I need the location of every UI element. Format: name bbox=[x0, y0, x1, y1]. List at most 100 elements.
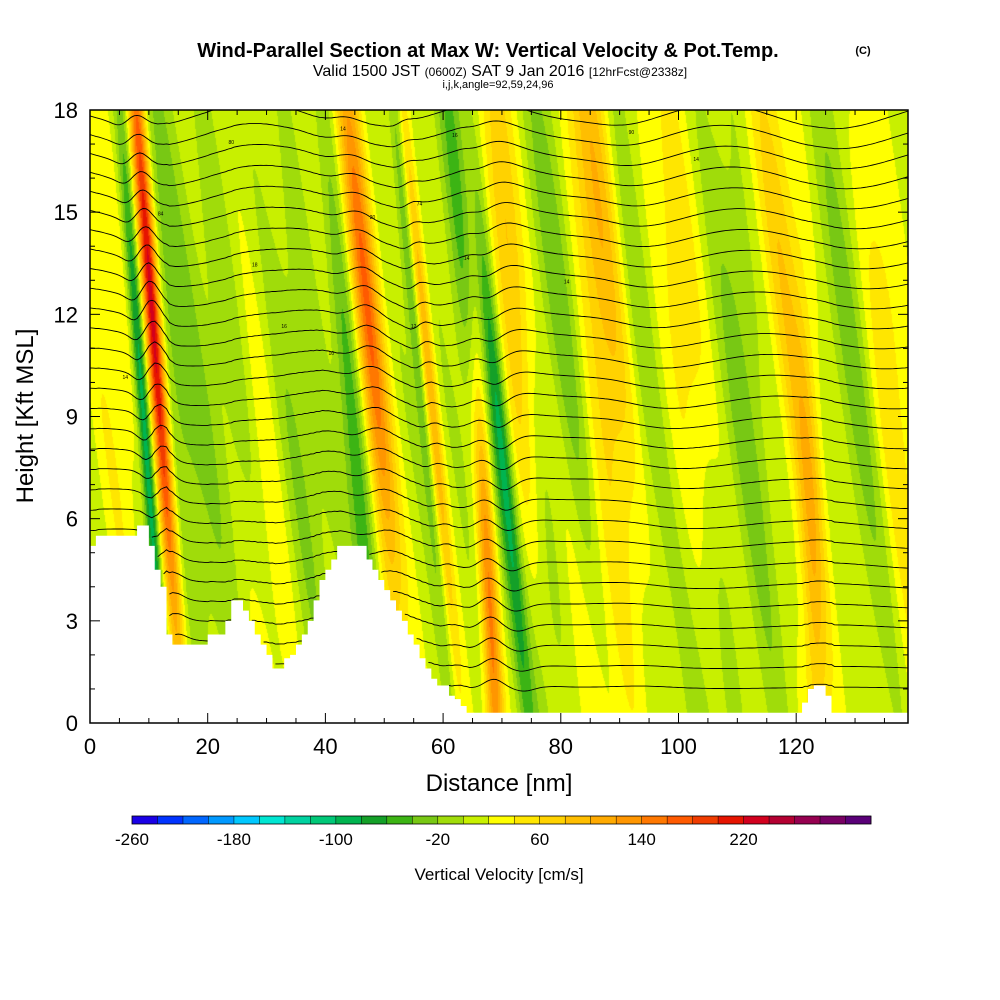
contour-label: 74 bbox=[417, 201, 423, 207]
colorbar-swatch bbox=[514, 816, 541, 824]
colorbar-swatch bbox=[718, 816, 744, 824]
isentrope-line bbox=[90, 181, 908, 210]
colorbar-swatch bbox=[386, 816, 413, 824]
colorbar-tick-label: -180 bbox=[217, 830, 251, 849]
x-tick-label: 100 bbox=[660, 734, 697, 759]
contour-labels: 80 14 16 90 14 84 74 20 18 14 14 16 12 10 14 bbox=[123, 126, 700, 381]
isentrope-line bbox=[90, 262, 908, 290]
contour-label: 14 bbox=[693, 157, 699, 163]
isentrope-line bbox=[90, 120, 908, 150]
isentrope-line bbox=[90, 362, 908, 390]
colorbar-swatch bbox=[310, 816, 337, 824]
colorbar-swatch bbox=[182, 816, 209, 824]
y-tick-label: 6 bbox=[66, 507, 78, 532]
x-axis-label: Distance [nm] bbox=[426, 770, 573, 797]
colorbar-tick-label: 60 bbox=[530, 830, 549, 849]
contour-label: 16 bbox=[452, 133, 458, 139]
axis-ticks: 0 20 40 60 80 100 120 0 3 6 9 12 15 18 bbox=[54, 98, 908, 759]
colorbar-swatch bbox=[692, 816, 719, 824]
colorbar-swatch bbox=[743, 816, 770, 824]
isentrope-line bbox=[90, 403, 908, 430]
subtitle-date: SAT 9 Jan 2016 bbox=[471, 63, 584, 80]
colorbar-tick-label: -20 bbox=[426, 830, 451, 849]
isentrope-line bbox=[169, 591, 908, 612]
y-tick-label: 3 bbox=[66, 609, 78, 634]
colorbar-swatch bbox=[233, 816, 260, 824]
isentrope-line bbox=[90, 506, 908, 531]
isentrope-line bbox=[169, 613, 908, 632]
subtitle-utc: (0600Z) bbox=[425, 65, 467, 79]
isentrope-line bbox=[90, 383, 908, 410]
colorbar-tick-label: -260 bbox=[115, 830, 149, 849]
colorbar-swatch bbox=[590, 816, 617, 824]
x-tick-label: 0 bbox=[84, 734, 96, 759]
y-tick-label: 15 bbox=[54, 200, 78, 225]
colorbar-swatch bbox=[820, 816, 846, 824]
isentrope-line bbox=[90, 445, 908, 471]
colorbar-swatch bbox=[284, 816, 311, 824]
y-axis-label: Height [Kft MSL] bbox=[12, 329, 39, 504]
x-tick-label: 20 bbox=[195, 734, 219, 759]
contour-label: 14 bbox=[564, 280, 570, 286]
colorbar-swatch bbox=[437, 816, 464, 824]
contour-label: 10 bbox=[328, 351, 334, 357]
colorbar-tick-label: 220 bbox=[729, 830, 757, 849]
contour-label: 14 bbox=[340, 126, 346, 132]
colorbar-swatch bbox=[463, 816, 490, 824]
chart-subtitle-indices: i,j,k,angle=92,59,24,96 bbox=[442, 79, 553, 91]
isentrope-line bbox=[90, 161, 908, 190]
colorbar-swatch bbox=[794, 816, 821, 824]
y-tick-label: 18 bbox=[54, 98, 78, 123]
contour-label: 80 bbox=[228, 140, 234, 146]
y-tick-label: 0 bbox=[66, 711, 78, 736]
colorbar-swatch bbox=[488, 816, 515, 824]
isentrope-line bbox=[157, 549, 908, 572]
chart-title: Wind-Parallel Section at Max W: Vertical… bbox=[197, 40, 778, 62]
x-tick-label: 60 bbox=[431, 734, 455, 759]
colorbar-swatch bbox=[412, 816, 439, 824]
isentrope-line bbox=[90, 202, 908, 230]
isentrope-line bbox=[90, 466, 908, 491]
isentrope-line bbox=[163, 570, 908, 592]
x-tick-label: 80 bbox=[549, 734, 573, 759]
colorbar-swatch bbox=[259, 816, 286, 824]
colorbar-frame bbox=[131, 815, 872, 825]
colorbar-swatch bbox=[769, 816, 795, 824]
colorbar-swatch bbox=[335, 816, 362, 824]
contour-label: 16 bbox=[281, 324, 287, 330]
isentrope-line bbox=[90, 299, 908, 330]
colorbar-label: Vertical Velocity [cm/s] bbox=[414, 865, 583, 884]
contour-label: 18 bbox=[252, 263, 258, 269]
colorbar-swatch bbox=[616, 816, 642, 824]
contour-label: 14 bbox=[464, 256, 470, 262]
isentrope-line bbox=[90, 527, 908, 552]
copyright-mark: (C) bbox=[855, 45, 871, 57]
x-tick-label: 40 bbox=[313, 734, 337, 759]
isentrope-line bbox=[275, 658, 908, 672]
isentrope-line bbox=[90, 320, 908, 350]
isentrope-line bbox=[90, 222, 908, 250]
isentrope-line bbox=[90, 424, 908, 450]
isentrope-line bbox=[90, 110, 908, 130]
x-tick-label: 120 bbox=[778, 734, 815, 759]
isentrope-line bbox=[90, 140, 908, 170]
contour-label: 12 bbox=[411, 324, 417, 330]
colorbar-swatch bbox=[565, 816, 591, 824]
colorbar-swatch bbox=[641, 816, 668, 824]
terrain-mask bbox=[90, 525, 908, 723]
subtitle-forecast: [12hrFcst@2338z] bbox=[589, 65, 687, 79]
subtitle-valid: Valid 1500 JST bbox=[313, 63, 421, 80]
contour-label: 84 bbox=[158, 212, 164, 218]
contour-label: 14 bbox=[123, 375, 129, 381]
isentrope-line bbox=[448, 678, 908, 692]
contour-label: 20 bbox=[370, 215, 376, 221]
contour-label: 90 bbox=[629, 130, 635, 136]
colorbar-swatch bbox=[361, 816, 388, 824]
colorbar-tick-label: -100 bbox=[319, 830, 353, 849]
isentrope-line bbox=[90, 486, 908, 511]
colorbar-swatch bbox=[539, 816, 566, 824]
y-tick-label: 12 bbox=[54, 302, 78, 327]
isentrope-line bbox=[90, 280, 908, 310]
colorbar: -260 -180 -100 -20 60 140 220 bbox=[115, 815, 872, 849]
